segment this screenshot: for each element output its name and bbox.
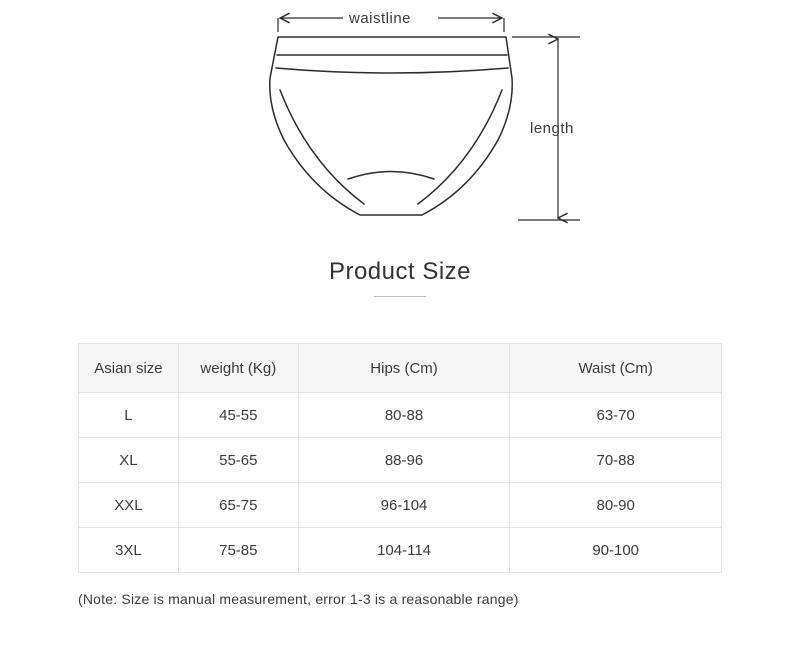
measurement-note: (Note: Size is manual measurement, error…	[78, 591, 722, 607]
cell-size: XL	[79, 438, 179, 483]
cell-hips: 80-88	[298, 393, 510, 438]
table-row: XL 55-65 88-96 70-88	[79, 438, 722, 483]
col-header-weight: weight (Kg)	[178, 344, 298, 393]
table-header-row: Asian size weight (Kg) Hips (Cm) Waist (…	[79, 344, 722, 393]
table-row: XXL 65-75 96-104 80-90	[79, 483, 722, 528]
cell-waist: 70-88	[510, 438, 722, 483]
cell-size: L	[79, 393, 179, 438]
table-row: 3XL 75-85 104-114 90-100	[79, 528, 722, 573]
cell-waist: 63-70	[510, 393, 722, 438]
length-label: length	[530, 120, 574, 137]
cell-weight: 45-55	[178, 393, 298, 438]
waistline-label: waistline	[349, 10, 411, 27]
cell-hips: 88-96	[298, 438, 510, 483]
title-block: Product Size	[0, 258, 800, 297]
size-diagram: waistline length	[0, 0, 800, 240]
col-header-hips: Hips (Cm)	[298, 344, 510, 393]
table-row: L 45-55 80-88 63-70	[79, 393, 722, 438]
title-underline	[374, 296, 426, 297]
cell-hips: 96-104	[298, 483, 510, 528]
cell-size: XXL	[79, 483, 179, 528]
col-header-size: Asian size	[79, 344, 179, 393]
cell-weight: 75-85	[178, 528, 298, 573]
cell-weight: 55-65	[178, 438, 298, 483]
cell-waist: 90-100	[510, 528, 722, 573]
cell-size: 3XL	[79, 528, 179, 573]
underwear-diagram-svg	[230, 0, 590, 230]
cell-weight: 65-75	[178, 483, 298, 528]
cell-waist: 80-90	[510, 483, 722, 528]
col-header-waist: Waist (Cm)	[510, 344, 722, 393]
cell-hips: 104-114	[298, 528, 510, 573]
page-title: Product Size	[0, 258, 800, 286]
size-table: Asian size weight (Kg) Hips (Cm) Waist (…	[78, 343, 722, 573]
